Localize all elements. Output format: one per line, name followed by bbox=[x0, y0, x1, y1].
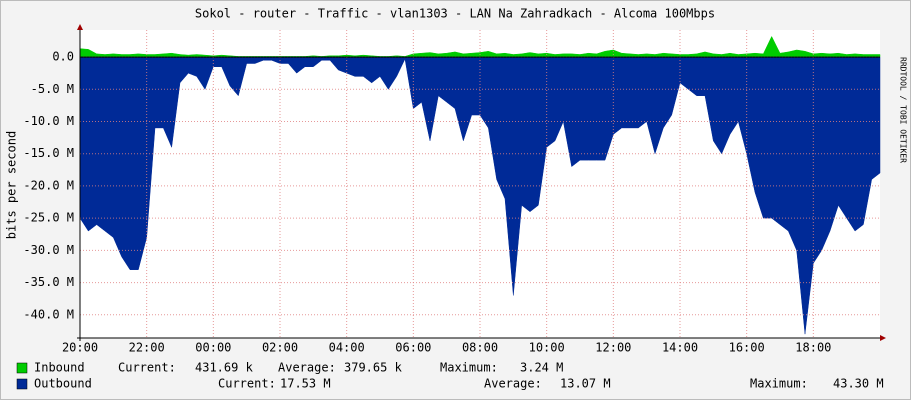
x-tick-label: 22:00 bbox=[129, 341, 165, 355]
legend-stat: Average: bbox=[484, 377, 542, 391]
legend-stat: Maximum: bbox=[440, 361, 498, 375]
x-axis-arrow bbox=[880, 335, 886, 341]
legend-stat: Current: bbox=[218, 377, 276, 391]
legend-stat: 17.53 M bbox=[280, 377, 331, 391]
legend-stat: Current: bbox=[118, 361, 176, 375]
legend-swatch bbox=[16, 378, 28, 390]
x-tick-label: 20:00 bbox=[62, 341, 98, 355]
y-tick-label: -15.0 M bbox=[23, 146, 74, 160]
side-text: RRDTOOL / TOBI OETIKER bbox=[899, 57, 908, 163]
x-tick-label: 10:00 bbox=[529, 341, 565, 355]
x-tick-label: 16:00 bbox=[729, 341, 765, 355]
legend-swatch bbox=[16, 362, 28, 374]
y-tick-label: -5.0 M bbox=[31, 82, 74, 96]
y-tick-label: -20.0 M bbox=[23, 178, 74, 192]
legend-label: Inbound bbox=[34, 361, 85, 375]
x-tick-label: 12:00 bbox=[595, 341, 631, 355]
y-tick-label: -30.0 M bbox=[23, 243, 74, 257]
y-tick-label: 0.0 bbox=[52, 50, 74, 64]
y-axis-arrow bbox=[77, 24, 83, 30]
area-inbound bbox=[79, 35, 881, 58]
x-tick-label: 02:00 bbox=[262, 341, 298, 355]
chart-title: Sokol - router - Traffic - vlan1303 - LA… bbox=[195, 7, 715, 21]
x-tick-label: 18:00 bbox=[795, 341, 831, 355]
x-tick-label: 08:00 bbox=[462, 341, 498, 355]
legend-stat: 379.65 k bbox=[344, 361, 403, 375]
x-tick-label: 00:00 bbox=[195, 341, 231, 355]
x-tick-label: 14:00 bbox=[662, 341, 698, 355]
legend-stat: 431.69 k bbox=[195, 361, 254, 375]
legend-label: Outbound bbox=[34, 377, 92, 391]
x-tick-label: 04:00 bbox=[329, 341, 365, 355]
legend-stat: Average: bbox=[278, 361, 336, 375]
y-tick-label: -35.0 M bbox=[23, 275, 74, 289]
y-tick-label: -25.0 M bbox=[23, 211, 74, 225]
legend-stat: Maximum: bbox=[750, 377, 808, 391]
legend-stat: 43.30 M bbox=[833, 377, 884, 391]
y-axis-label: bits per second bbox=[5, 131, 19, 239]
legend-stat: 3.24 M bbox=[520, 361, 563, 375]
legend-stat: 13.07 M bbox=[560, 377, 611, 391]
y-tick-label: -10.0 M bbox=[23, 114, 74, 128]
y-tick-label: -40.0 M bbox=[23, 307, 74, 321]
x-tick-label: 06:00 bbox=[395, 341, 431, 355]
